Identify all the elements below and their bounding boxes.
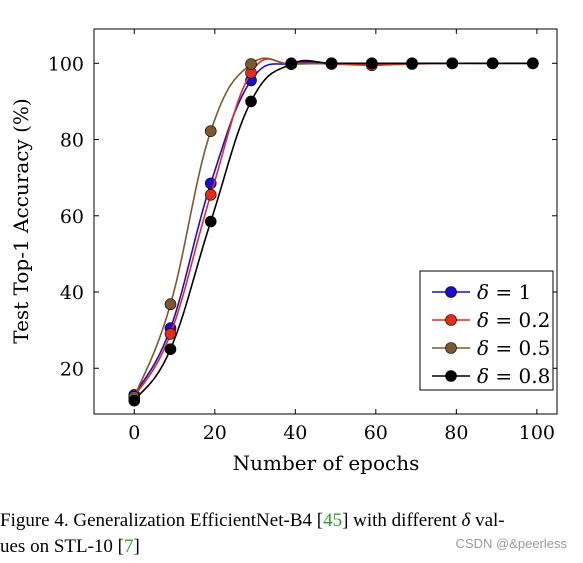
legend-label: δ = 0.2 <box>477 308 550 332</box>
data-point <box>245 58 257 70</box>
figure-caption: Figure 4. Generalization EfficientNet-B4… <box>0 508 575 560</box>
y-tick-label: 60 <box>60 206 84 228</box>
x-tick-label: 100 <box>519 422 555 444</box>
legend-label: δ = 1 <box>477 280 531 304</box>
data-point <box>365 57 378 70</box>
x-axis-title: Number of epochs <box>233 451 420 475</box>
data-point <box>406 57 418 70</box>
y-tick-label: 80 <box>60 130 84 152</box>
legend-marker <box>445 342 457 354</box>
data-point <box>446 57 459 70</box>
series-layer <box>128 57 539 407</box>
legend-box <box>419 270 554 391</box>
legend-item: δ = 0.2 <box>432 308 550 332</box>
caption-reference-link[interactable]: 7 <box>124 536 134 557</box>
caption-delta-symbol: δ <box>461 510 471 531</box>
legend-item: δ = 0.5 <box>432 336 550 360</box>
y-tick-label: 100 <box>48 53 84 75</box>
x-tick-label: 0 <box>128 422 140 444</box>
data-point <box>204 189 217 201</box>
legend-item: δ = 1 <box>432 280 531 304</box>
data-point <box>164 343 177 355</box>
caption-line2: ues on STL-10 [ <box>0 536 125 557</box>
y-axis-title: Test Top-1 Accuracy (%) <box>9 98 33 343</box>
legend-items: δ = 1 δ = 0.2 δ = 0.5 δ = 0.8 <box>432 280 550 388</box>
legend: δ = 1 δ = 0.2 δ = 0.5 δ = 0.8 <box>419 270 554 391</box>
legend-item: δ = 0.8 <box>432 364 550 388</box>
data-point <box>204 215 217 228</box>
data-point <box>164 298 177 311</box>
legend-marker <box>445 370 457 382</box>
watermark: CSDN @&peerless <box>455 536 567 551</box>
chart: 0 20 40 60 80 100 20 40 60 80 100 Number of epoch… <box>9 28 558 475</box>
data-point <box>128 394 141 407</box>
caption-reference-link[interactable]: 45 <box>323 510 343 531</box>
x-tick-label: 20 <box>203 422 227 444</box>
y-tick-label: 20 <box>60 358 84 380</box>
y-axis-ticks: 20 40 60 80 100 <box>48 53 557 380</box>
legend-label: δ = 0.5 <box>477 336 550 360</box>
x-tick-label: 40 <box>283 422 307 444</box>
x-tick-label: 80 <box>444 422 468 444</box>
series-4 <box>128 57 539 407</box>
caption-suffix: val- <box>470 510 505 531</box>
caption-prefix: Figure 4. Generalization EfficientNet-B4… <box>0 510 324 531</box>
data-point <box>245 95 257 108</box>
caption-end: ] <box>133 536 140 557</box>
legend-marker <box>445 314 457 326</box>
data-point <box>285 58 298 70</box>
data-point <box>527 57 539 70</box>
caption-middle: ] with different <box>342 510 462 531</box>
data-point <box>325 57 338 70</box>
x-axis-ticks: 0 20 40 60 80 100 <box>128 29 555 444</box>
data-point <box>204 125 217 137</box>
data-point <box>486 57 499 70</box>
plot-frame <box>93 28 558 415</box>
legend-label: δ = 0.8 <box>477 364 550 388</box>
y-tick-label: 40 <box>60 282 84 304</box>
legend-marker <box>445 286 457 298</box>
x-tick-label: 60 <box>364 422 388 444</box>
